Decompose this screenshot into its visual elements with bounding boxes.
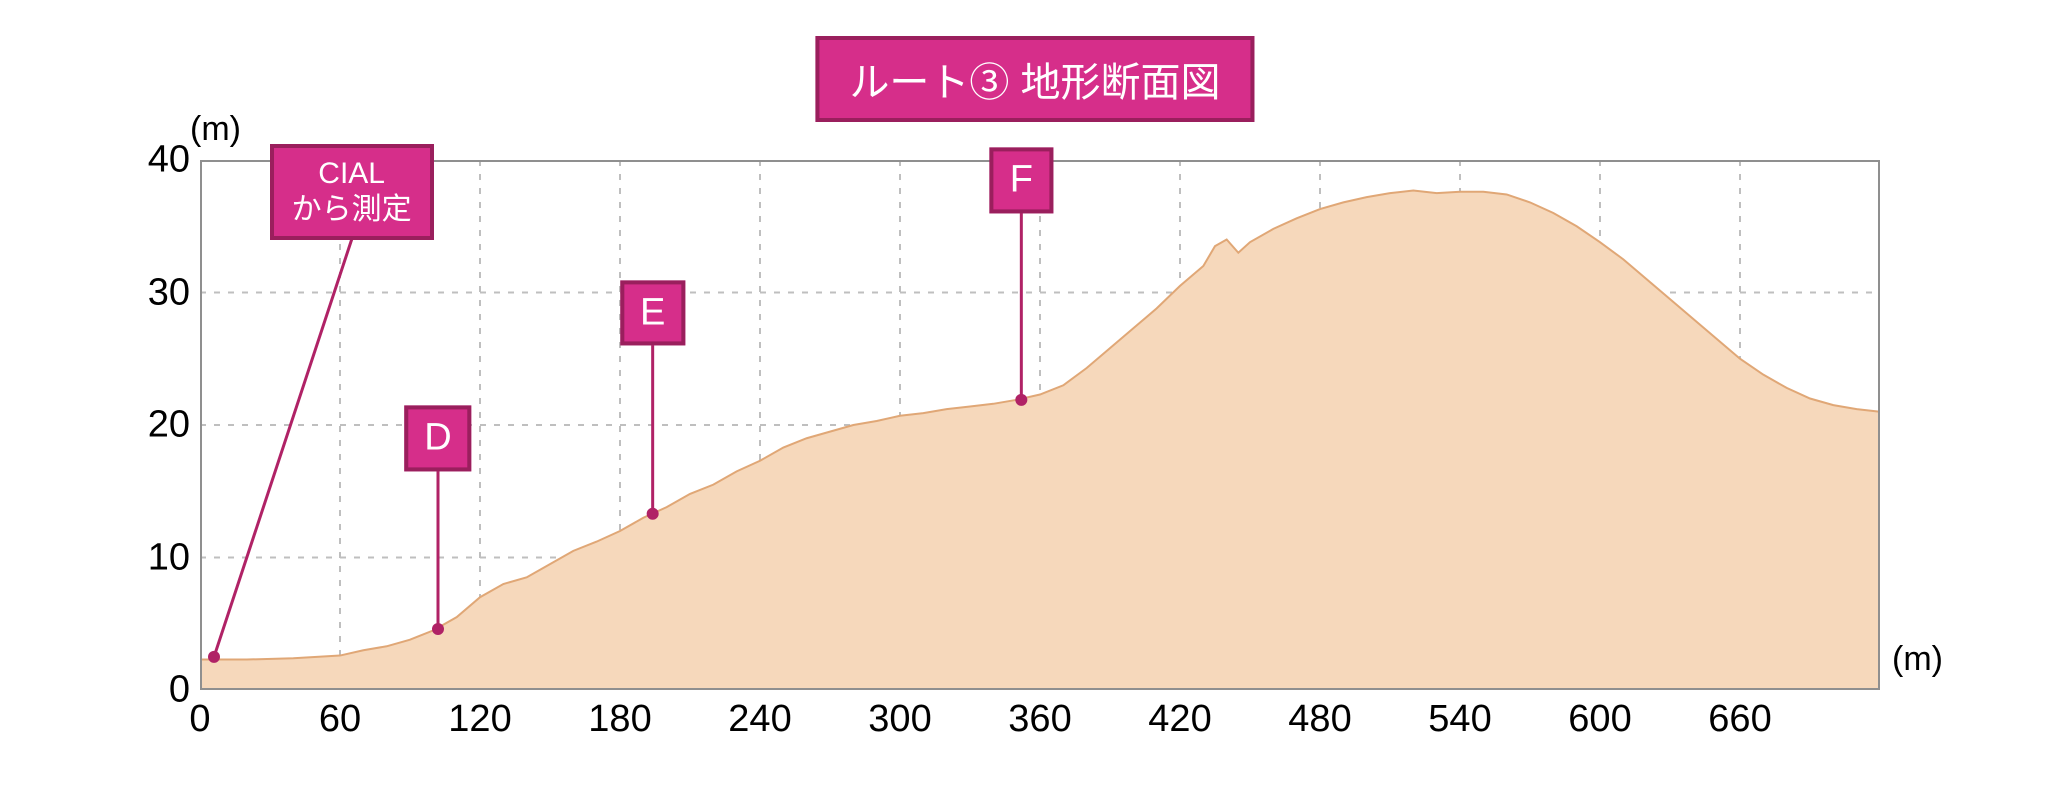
figure-title: ルート③ 地形断面図 [815,36,1254,122]
marker-label-f: F [990,147,1053,213]
elevation-profile-figure: ルート③ 地形断面図 (m) (m) 0 10 20 30 40 0 60 120 180 24… [0,0,2070,800]
marker-label-e: E [620,280,685,346]
marker-label-cial: CIALから測定 [270,144,434,240]
x-tick-label: 540 [1428,698,1491,741]
x-tick-label: 60 [319,698,361,741]
x-tick-label: 480 [1288,698,1351,741]
x-tick-label: 120 [448,698,511,741]
y-tick-label: 40 [130,139,190,182]
x-axis-unit-label: (m) [1892,640,1943,679]
x-tick-label: 360 [1008,698,1071,741]
x-tick-label: 660 [1708,698,1771,741]
y-tick-label: 30 [130,271,190,314]
y-tick-label: 0 [130,669,190,712]
x-tick-label: 180 [588,698,651,741]
x-tick-label: 600 [1568,698,1631,741]
marker-label-d: D [404,406,471,472]
y-tick-label: 10 [130,536,190,579]
x-tick-label: 420 [1148,698,1211,741]
x-tick-label: 0 [189,698,210,741]
x-tick-label: 300 [868,698,931,741]
x-tick-label: 240 [728,698,791,741]
y-axis-unit-label: (m) [190,110,241,149]
y-tick-label: 20 [130,404,190,447]
